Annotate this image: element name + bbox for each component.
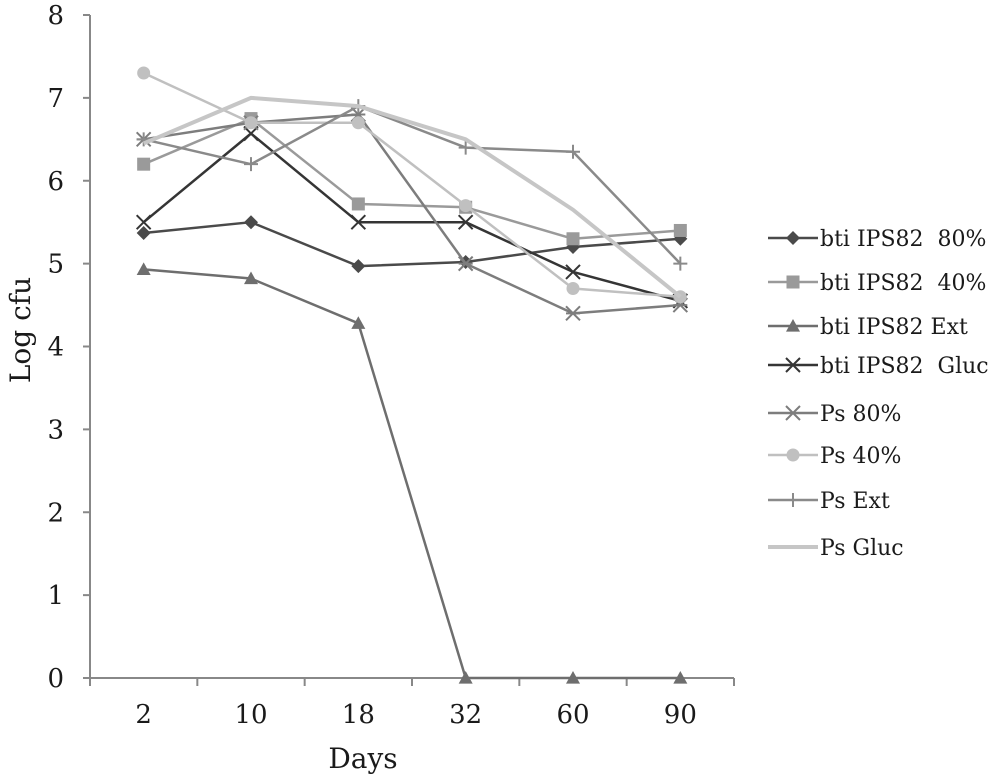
legend-label: Ps 80% (820, 402, 901, 427)
data-point (566, 671, 580, 684)
data-point (351, 116, 365, 130)
data-point (136, 225, 151, 240)
legend-item: Ps 40% (768, 444, 901, 469)
data-point (351, 197, 365, 211)
data-point (243, 125, 259, 142)
y-tick-label: 5 (47, 250, 64, 280)
data-point (137, 157, 151, 171)
legend: bti IPS82 80% bti IPS82 40% bti IPS82 Ext b… (768, 227, 989, 561)
data-point (566, 281, 580, 295)
x-tick-label: 60 (556, 700, 589, 730)
y-tick-label: 8 (47, 1, 64, 31)
data-point (673, 223, 687, 237)
y-tick-label: 2 (47, 498, 64, 528)
legend-label: bti IPS82 Ext (820, 315, 968, 340)
data-point (673, 671, 688, 684)
series-line (142, 132, 681, 303)
legend-swatch-marker (786, 319, 800, 332)
series-line (142, 95, 682, 299)
legend-label: Ps Gluc (820, 536, 904, 561)
chart-axes (89, 15, 734, 679)
y-tick-label: 7 (47, 84, 64, 114)
legend-label: bti IPS82 80% (820, 227, 986, 252)
x-axis-ticks: 2 10 18 32 60 90 (89, 678, 735, 730)
legend-swatch-marker (785, 405, 801, 421)
data-point (566, 144, 580, 159)
y-tick-label: 0 (47, 664, 64, 694)
series-line (143, 104, 682, 265)
series-1 (136, 215, 688, 274)
data-point (244, 271, 258, 285)
data-point (457, 214, 474, 230)
data-point (566, 232, 580, 246)
data-point (565, 264, 581, 280)
legend-label: bti IPS82 Gluc (820, 354, 989, 379)
x-tick-label: 18 (342, 700, 375, 730)
y-tick-label: 4 (47, 333, 64, 363)
legend-item: Ps Gluc (768, 536, 904, 561)
series-layer (135, 66, 689, 684)
series-line (143, 113, 681, 315)
legend-swatch-marker (786, 231, 800, 245)
data-point (458, 671, 473, 684)
legend-item: bti IPS82 Gluc (768, 354, 989, 379)
legend-item: Ps 80% (768, 402, 901, 427)
legend-swatch-marker (785, 357, 801, 373)
series-line (143, 220, 681, 268)
series-4 (135, 125, 689, 309)
data-point (244, 116, 258, 130)
data-point (457, 255, 474, 272)
legend-label: Ps Ext (820, 489, 890, 514)
data-point (244, 157, 258, 172)
y-axis-title: Log cfu (4, 277, 37, 383)
legend-item: bti IPS82 Ext (768, 315, 968, 340)
series-8 (142, 95, 682, 299)
legend-swatch-marker (786, 448, 800, 462)
x-axis-title: Days (328, 742, 397, 775)
data-point (136, 262, 151, 276)
y-axis-ticks: 0 1 2 3 4 5 6 7 8 (47, 1, 90, 694)
data-point (459, 199, 473, 213)
x-tick-label: 32 (449, 700, 482, 730)
legend-label: bti IPS82 40% (820, 271, 986, 296)
data-point (135, 214, 152, 230)
legend-item: bti IPS82 80% (768, 227, 986, 252)
y-tick-label: 1 (47, 581, 64, 611)
data-point (244, 215, 258, 230)
legend-swatch-marker (786, 493, 800, 507)
data-point (351, 316, 366, 329)
series-line (143, 71, 681, 299)
data-point (458, 140, 473, 155)
legend-item: Ps Ext (768, 489, 890, 514)
data-point (565, 305, 581, 322)
y-tick-label: 6 (47, 167, 64, 197)
x-tick-label: 10 (234, 700, 267, 730)
data-point (673, 256, 688, 271)
data-point (137, 66, 151, 80)
legend-label: Ps 40% (820, 444, 901, 469)
data-point (351, 259, 366, 274)
data-point (350, 214, 367, 230)
legend-swatch-marker (786, 275, 800, 289)
x-tick-label: 2 (135, 700, 152, 730)
y-tick-label: 3 (47, 415, 64, 445)
x-tick-label: 90 (664, 700, 697, 730)
series-3 (136, 262, 688, 684)
legend-item: bti IPS82 40% (768, 271, 986, 296)
series-line (143, 268, 681, 680)
series-5 (135, 106, 689, 322)
